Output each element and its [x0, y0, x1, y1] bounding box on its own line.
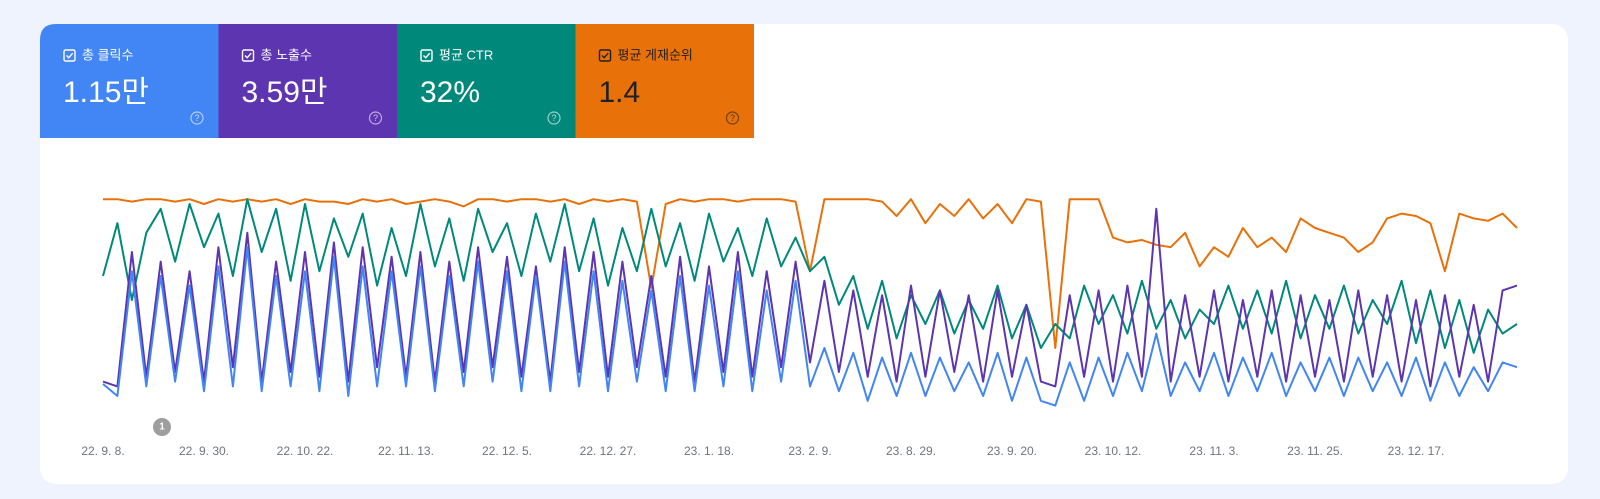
metric-label: 평균 게재순위	[618, 47, 693, 62]
checkmark	[244, 52, 252, 59]
x-tick-label: 22. 12. 5.	[482, 444, 532, 458]
checkbox	[241, 49, 255, 62]
metric-card[interactable]: 평균 게재순위 1.4?	[575, 24, 755, 138]
x-tick-label: 23. 8. 29.	[886, 444, 936, 458]
metric-value: 1.15만	[63, 76, 149, 109]
x-tick-label: 23. 11. 25.	[1287, 444, 1343, 458]
x-tick-label: 23. 10. 12.	[1085, 444, 1142, 458]
x-tick-label: 22. 11. 13.	[378, 444, 434, 458]
checkbox	[598, 49, 612, 62]
metric-card[interactable]: 총 클릭수 1.15만?	[40, 24, 219, 138]
x-tick-label: 23. 1. 18.	[684, 444, 734, 458]
checkmark	[601, 52, 609, 59]
x-tick-label: 23. 11. 3.	[1189, 444, 1238, 458]
series-line	[102, 246, 1518, 407]
checkbox	[420, 49, 433, 62]
help-mark: ?	[194, 113, 199, 123]
panel-card	[40, 24, 1568, 484]
x-tick-label: 22. 10. 22.	[277, 444, 334, 458]
metric-value: 32%	[420, 76, 480, 109]
x-tick-label: 22. 9. 8.	[81, 444, 124, 458]
annotation-label: 1	[159, 422, 165, 433]
card-background	[40, 24, 219, 138]
card-background	[218, 24, 397, 138]
card-background	[397, 24, 576, 138]
x-tick-label: 23. 9. 20.	[987, 444, 1037, 458]
metric-label: 평균 CTR	[439, 47, 493, 62]
help-mark: ?	[551, 113, 556, 123]
checkmark	[423, 52, 431, 59]
metric-card[interactable]: 평균 CTR 32%?	[397, 24, 576, 138]
series-line	[102, 198, 1518, 354]
metric-value: 3.59만	[242, 76, 328, 109]
series-line	[102, 207, 1518, 388]
metric-value: 1.4	[599, 76, 641, 109]
x-tick-label: 23. 12. 17.	[1388, 444, 1445, 458]
card-background	[575, 24, 754, 138]
x-tick-label: 22. 9. 30.	[179, 444, 229, 458]
help-icon[interactable]	[547, 111, 561, 125]
help-mark: ?	[730, 113, 735, 123]
x-tick-label: 23. 2. 9.	[788, 444, 831, 458]
help-icon[interactable]	[725, 111, 740, 125]
help-mark: ?	[373, 113, 378, 123]
help-icon[interactable]	[368, 111, 383, 125]
x-tick-label: 22. 12. 27.	[580, 444, 637, 458]
checkmark	[66, 52, 74, 59]
annotation-marker[interactable]	[153, 418, 171, 436]
metric-card[interactable]: 총 노출수 3.59만?	[218, 24, 398, 138]
checkbox	[63, 49, 76, 62]
metric-label: 총 노출수	[261, 47, 312, 62]
metric-label: 총 클릭수	[82, 47, 133, 62]
help-icon[interactable]	[190, 111, 204, 125]
